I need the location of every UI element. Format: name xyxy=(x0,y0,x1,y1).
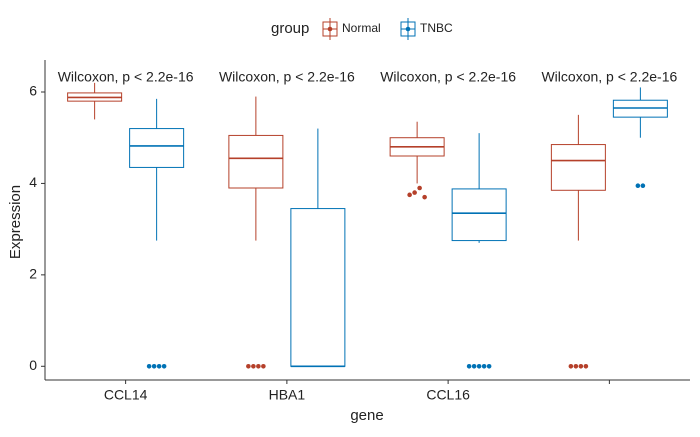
legend-label: Normal xyxy=(342,21,381,35)
y-tick-label: 0 xyxy=(29,357,37,373)
x-axis-title: gene xyxy=(350,407,383,424)
outlier xyxy=(261,363,266,369)
outlier xyxy=(583,363,589,369)
outlier xyxy=(573,363,579,369)
x-tick-label: CCL16 xyxy=(426,387,470,403)
outlier xyxy=(568,363,574,369)
outlier xyxy=(640,183,646,189)
outlier xyxy=(481,363,487,369)
annotation: Wilcoxon, p < 2.2e-16 xyxy=(219,69,355,85)
y-axis-title: Expression xyxy=(7,185,24,259)
box xyxy=(550,144,606,191)
outlier xyxy=(407,192,412,198)
outlier xyxy=(151,363,157,369)
outlier xyxy=(476,363,482,369)
annotation: Wilcoxon, p < 2.2e-16 xyxy=(58,69,194,85)
outlier xyxy=(161,363,167,369)
outlier xyxy=(156,363,162,369)
outlier xyxy=(486,363,492,369)
outlier xyxy=(412,190,417,195)
outlier xyxy=(146,363,152,369)
outlier xyxy=(251,363,256,369)
outlier xyxy=(246,363,251,369)
outlier xyxy=(256,363,261,369)
x-tick-label: CCL14 xyxy=(104,387,148,403)
box xyxy=(228,134,284,189)
outlier xyxy=(578,363,584,369)
box xyxy=(290,208,346,367)
legend-title: group xyxy=(271,20,309,37)
y-tick-label: 4 xyxy=(29,174,37,190)
annotation: Wilcoxon, p < 2.2e-16 xyxy=(541,69,677,85)
y-tick-label: 6 xyxy=(29,83,37,99)
outlier xyxy=(466,363,472,369)
y-tick-label: 2 xyxy=(29,266,37,282)
outlier xyxy=(417,185,422,191)
x-tick-label: HBA1 xyxy=(269,387,306,403)
outlier xyxy=(471,363,477,369)
legend-label: TNBC xyxy=(420,21,453,35)
legend-key-dot xyxy=(405,26,411,32)
box xyxy=(451,188,507,242)
annotation: Wilcoxon, p < 2.2e-16 xyxy=(380,69,516,85)
outlier xyxy=(635,183,641,189)
box xyxy=(129,128,185,168)
outlier xyxy=(422,194,427,200)
legend-key-dot xyxy=(327,26,333,32)
